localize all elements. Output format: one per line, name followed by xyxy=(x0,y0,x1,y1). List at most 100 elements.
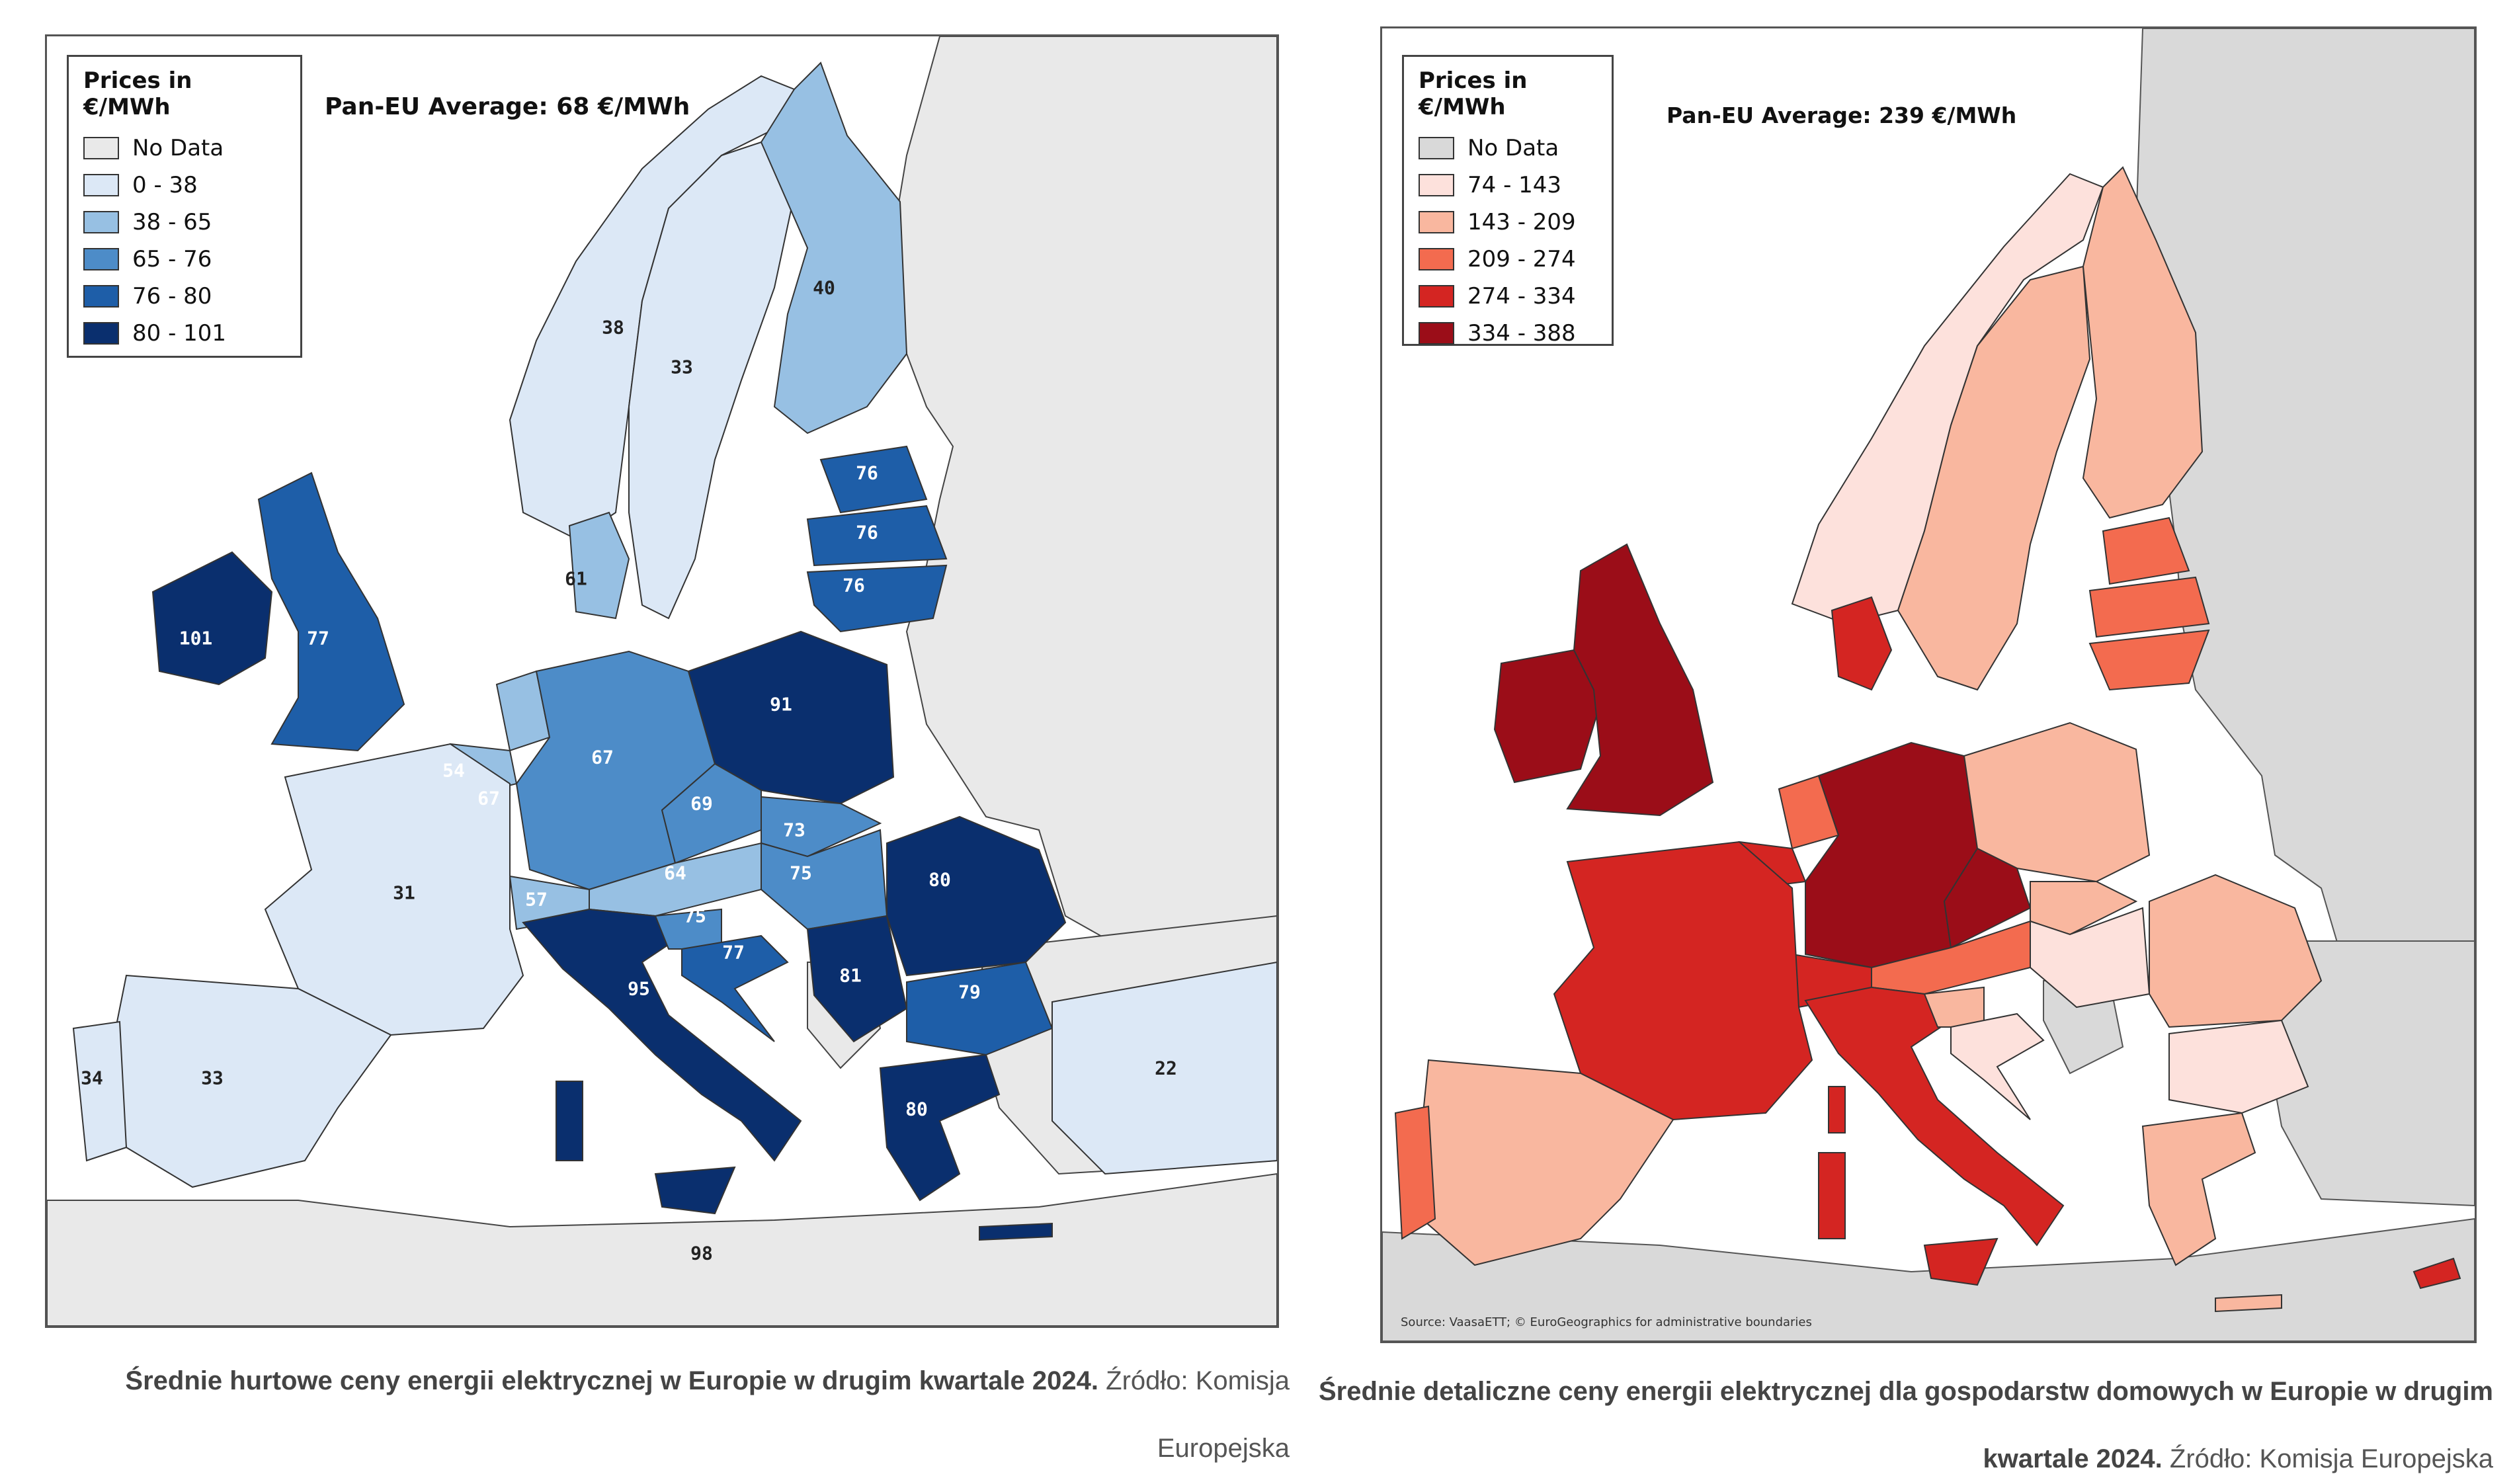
legend-swatch xyxy=(83,137,119,159)
sweden xyxy=(628,141,796,620)
sicily xyxy=(654,1166,736,1215)
value-hungary: 75 xyxy=(790,862,812,884)
legend-swatch xyxy=(1419,174,1454,196)
value-poland: 91 xyxy=(770,693,792,716)
portugal xyxy=(72,1020,128,1162)
crete xyxy=(2215,1294,2282,1313)
corsica xyxy=(1828,1086,1846,1134)
value-sweden: 33 xyxy=(671,356,693,378)
legend-swatch xyxy=(83,248,119,270)
legend-label: 76 - 80 xyxy=(132,283,212,309)
value-denmark: 61 xyxy=(565,567,587,590)
value-greece: 80 xyxy=(905,1098,928,1120)
left-legend-row-1: 0 - 38 xyxy=(83,167,286,204)
croatia xyxy=(1950,1012,2045,1120)
finland xyxy=(2082,166,2204,519)
legend-swatch xyxy=(83,174,119,196)
legend-swatch xyxy=(1419,322,1454,345)
lithuania xyxy=(806,564,948,633)
croatia xyxy=(681,934,789,1042)
value-germany: 67 xyxy=(591,746,614,768)
right-caption-title-line2: kwartale 2024. xyxy=(1983,1444,2163,1473)
value-austria: 64 xyxy=(664,862,686,884)
romania xyxy=(2149,874,2323,1028)
estonia xyxy=(2102,516,2190,585)
value-spain: 33 xyxy=(201,1067,224,1089)
value-ireland: 101 xyxy=(179,627,213,649)
sicily xyxy=(1923,1237,1999,1286)
denmark xyxy=(568,511,630,620)
right-legend-row-no-data: No Data xyxy=(1419,130,1597,167)
latvia xyxy=(806,505,948,567)
uk xyxy=(1566,543,1714,817)
right-legend-row-2: 143 - 209 xyxy=(1419,204,1597,241)
wholesale-map-svg xyxy=(47,36,1277,1326)
value-italy: 95 xyxy=(628,977,650,1000)
value-latvia: 76 xyxy=(856,521,878,544)
countries xyxy=(72,62,1277,1241)
value-croatia: 77 xyxy=(722,941,745,964)
slovakia xyxy=(761,796,882,858)
legend-label: No Data xyxy=(132,135,224,161)
uk xyxy=(257,472,405,752)
legend-label: 38 - 65 xyxy=(132,209,212,235)
france xyxy=(264,743,524,1036)
sardinia xyxy=(556,1081,583,1161)
turkey xyxy=(1051,961,1277,1175)
right-legend-title: Prices in €/MWh xyxy=(1419,67,1528,120)
value-netherlands: 64 xyxy=(472,700,495,722)
legend-label: 209 - 274 xyxy=(1467,246,1576,272)
retail-map-svg xyxy=(1382,28,2475,1341)
legend-label: 80 - 101 xyxy=(132,320,227,347)
denmark xyxy=(1831,596,1893,691)
value-bulgaria: 79 xyxy=(958,981,981,1003)
romania xyxy=(886,815,1067,977)
value-estonia: 76 xyxy=(856,462,878,484)
lithuania xyxy=(2088,629,2210,691)
right-map-legend: Prices in €/MWh No Data 74 - 143 143 - 2… xyxy=(1402,55,1614,347)
estonia xyxy=(819,445,928,514)
value-belgium: 54 xyxy=(442,759,465,782)
greece xyxy=(879,1053,1001,1202)
bulgaria xyxy=(906,961,1053,1056)
left-legend-row-4: 76 - 80 xyxy=(83,278,286,315)
left-legend-row-2: 38 - 65 xyxy=(83,204,286,241)
value-serbia: 81 xyxy=(839,964,862,987)
left-caption-title: Średnie hurtowe ceny energii elektryczne… xyxy=(125,1366,1099,1395)
greece xyxy=(2141,1112,2256,1266)
right-legend-row-1: 74 - 143 xyxy=(1419,167,1597,204)
ireland xyxy=(151,551,273,686)
legend-label: 65 - 76 xyxy=(132,246,212,272)
legend-swatch xyxy=(1419,137,1454,159)
legend-swatch xyxy=(1419,248,1454,270)
czechia xyxy=(1943,847,2032,949)
countries xyxy=(1394,166,2461,1313)
serbia xyxy=(806,915,908,1043)
latvia xyxy=(2088,576,2210,638)
legend-label: 334 - 388 xyxy=(1467,320,1576,347)
legend-swatch xyxy=(83,211,119,233)
left-map-legend: Prices in €/MWh No Data 0 - 38 38 - 65 6… xyxy=(67,55,302,358)
right-legend-row-3: 209 - 274 xyxy=(1419,241,1597,278)
value-slovenia: 75 xyxy=(684,905,706,927)
left-caption-source-line2: Europejska xyxy=(1157,1434,1290,1463)
value-norway: 38 xyxy=(602,316,624,339)
value-malta: 98 xyxy=(690,1242,713,1264)
sweden xyxy=(1897,265,2091,691)
value-romania: 80 xyxy=(928,868,951,891)
value-lithuania: 76 xyxy=(843,574,865,597)
legend-swatch xyxy=(1419,211,1454,233)
left-legend-row-5: 80 - 101 xyxy=(83,315,286,352)
left-pan-eu-average: Pan-EU Average: 68 €/MWh xyxy=(325,93,690,120)
legend-label: 0 - 38 xyxy=(132,172,198,198)
cyprus xyxy=(2412,1257,2461,1290)
legend-swatch xyxy=(83,322,119,345)
legend-swatch xyxy=(1419,285,1454,308)
left-caption-source: Źródło: Komisja xyxy=(1098,1366,1290,1395)
sardinia xyxy=(1818,1152,1846,1239)
crete xyxy=(979,1222,1053,1241)
finland xyxy=(760,62,908,434)
value-uk: 77 xyxy=(307,627,329,649)
left-legend-title: Prices in €/MWh xyxy=(83,67,192,120)
right-pan-eu-average: Pan-EU Average: 239 €/MWh xyxy=(1667,103,2017,128)
